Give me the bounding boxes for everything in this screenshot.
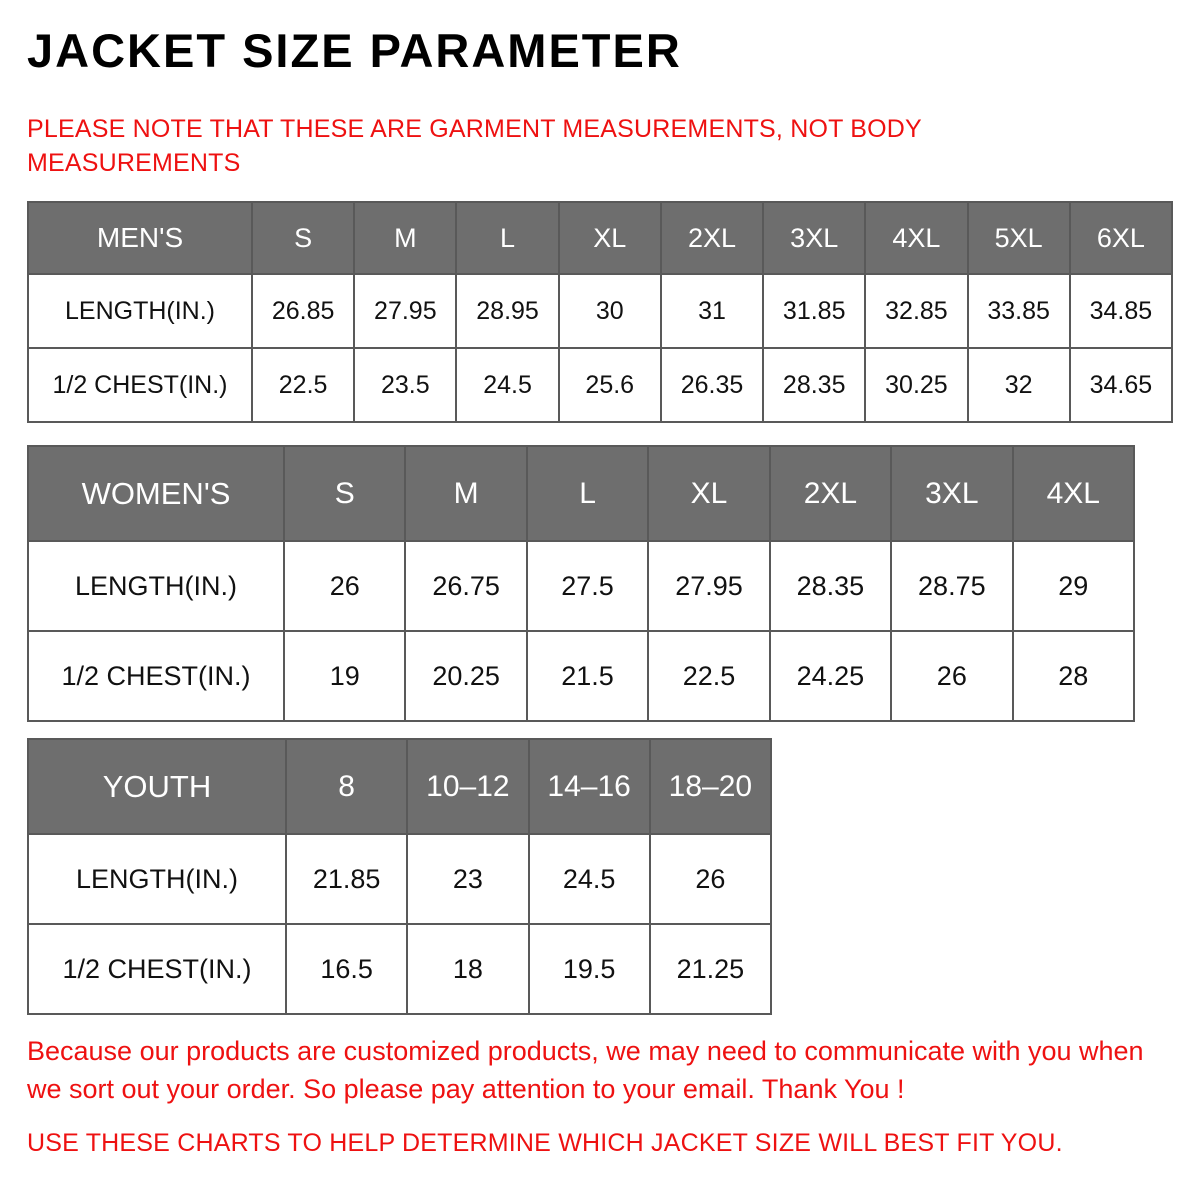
size-column-header: L	[455, 201, 560, 275]
size-column-header: 18–20	[648, 738, 773, 835]
size-column-header: 4XL	[1011, 445, 1136, 542]
measurement-cell: 27.5	[525, 540, 650, 632]
measurement-cell: 18	[406, 923, 530, 1015]
measurement-cell: 28.35	[768, 540, 893, 632]
youth-table-body: LENGTH(IN.) 21.85 23 24.5 26 1/2 CHEST(IN.) 16…	[27, 833, 773, 1015]
womens-table-body: LENGTH(IN.) 26 26.75 27.5 27.95 28.35 28.75 29 1…	[27, 540, 1136, 722]
measurement-cell: 26	[890, 630, 1014, 722]
table-header-row: MEN'S S M L XL 2XL 3XL 4XL 5XL 6XL	[27, 201, 1174, 275]
measurement-cell: 21.5	[525, 630, 650, 722]
measurement-cell: 23.5	[353, 347, 458, 423]
mens-table-head: MEN'S S M L XL 2XL 3XL 4XL 5XL 6XL	[27, 201, 1174, 275]
page-title: JACKET SIZE PARAMETER	[27, 24, 682, 77]
measurement-cell: 32.85	[864, 273, 969, 349]
size-column-header: 8	[284, 738, 409, 835]
measurement-cell: 24.5	[527, 833, 651, 925]
measurement-cell: 16.5	[284, 923, 409, 1015]
table-row: LENGTH(IN.) 21.85 23 24.5 26	[27, 833, 773, 925]
measurement-cell: 28	[1011, 630, 1136, 722]
table-row: 1/2 CHEST(IN.) 19 20.25 21.5 22.5 24.25 26 28	[27, 630, 1136, 722]
measurement-row-label: 1/2 CHEST(IN.)	[27, 347, 253, 423]
mens-size-table: MEN'S S M L XL 2XL 3XL 4XL 5XL 6XL LENGTH(IN.) 26.…	[27, 201, 1174, 423]
table-row: LENGTH(IN.) 26.85 27.95 28.95 30 31 31.85 32.85…	[27, 273, 1174, 349]
size-column-header: L	[525, 445, 650, 542]
measurement-cell: 22.5	[647, 630, 771, 722]
mens-table-body: LENGTH(IN.) 26.85 27.95 28.95 30 31 31.85 32.85…	[27, 273, 1174, 423]
measurement-cell: 26	[648, 833, 773, 925]
measurement-cell: 30.25	[864, 347, 969, 423]
measurement-cell: 32	[966, 347, 1071, 423]
measurement-cell: 27.95	[647, 540, 771, 632]
youth-table-title: YOUTH	[27, 738, 287, 835]
table-header-row: WOMEN'S S M L XL 2XL 3XL 4XL	[27, 445, 1136, 542]
footer-customization-note: Because our products are customized prod…	[27, 1036, 1144, 1105]
womens-table-head: WOMEN'S S M L XL 2XL 3XL 4XL	[27, 445, 1136, 542]
measurement-cell: 28.75	[890, 540, 1014, 632]
measurement-cell: 28.35	[762, 347, 867, 423]
table-row: 1/2 CHEST(IN.) 22.5 23.5 24.5 25.6 26.35 28.35…	[27, 347, 1174, 423]
measurement-cell: 20.25	[404, 630, 528, 722]
measurement-cell: 29	[1011, 540, 1136, 632]
measurement-cell: 22.5	[250, 347, 356, 423]
table-row: LENGTH(IN.) 26 26.75 27.5 27.95 28.35 28.75 29	[27, 540, 1136, 632]
size-column-header: 3XL	[762, 201, 867, 275]
measurement-cell: 31	[659, 273, 765, 349]
size-column-header: XL	[647, 445, 771, 542]
measurement-cell: 33.85	[966, 273, 1071, 349]
size-column-header: 5XL	[966, 201, 1071, 275]
measurement-cell: 26.85	[250, 273, 356, 349]
measurement-cell: 23	[406, 833, 530, 925]
measurement-cell: 34.65	[1068, 347, 1174, 423]
measurement-cell: 31.85	[762, 273, 867, 349]
measurement-cell: 19	[282, 630, 407, 722]
table-row: 1/2 CHEST(IN.) 16.5 18 19.5 21.25	[27, 923, 773, 1015]
size-column-header: S	[282, 445, 407, 542]
measurement-cell: 28.95	[455, 273, 560, 349]
womens-size-table: WOMEN'S S M L XL 2XL 3XL 4XL LENGTH(IN.) 26 26.75…	[27, 445, 1136, 722]
mens-table-title: MEN'S	[27, 201, 253, 275]
youth-size-table: YOUTH 8 10–12 14–16 18–20 LENGTH(IN.) 21.85 23…	[27, 738, 773, 1015]
size-column-header: 2XL	[768, 445, 893, 542]
youth-table-head: YOUTH 8 10–12 14–16 18–20	[27, 738, 773, 835]
size-column-header: 6XL	[1068, 201, 1174, 275]
measurement-cell: 25.6	[557, 347, 662, 423]
measurement-cell: 19.5	[527, 923, 651, 1015]
measurement-row-label: LENGTH(IN.)	[27, 273, 253, 349]
size-column-header: 2XL	[659, 201, 765, 275]
measurement-row-label: LENGTH(IN.)	[27, 540, 285, 632]
measurement-cell: 24.25	[768, 630, 893, 722]
measurement-cell: 27.95	[353, 273, 458, 349]
size-column-header: M	[404, 445, 528, 542]
size-column-header: S	[250, 201, 356, 275]
size-column-header: 14–16	[527, 738, 651, 835]
footer-usage-note: USE THESE CHARTS TO HELP DETERMINE WHICH…	[27, 1129, 1063, 1157]
measurement-cell: 26.35	[659, 347, 765, 423]
measurement-row-label: LENGTH(IN.)	[27, 833, 287, 925]
size-column-header: XL	[557, 201, 662, 275]
measurement-row-label: 1/2 CHEST(IN.)	[27, 630, 285, 722]
womens-table-title: WOMEN'S	[27, 445, 285, 542]
size-column-header: 3XL	[890, 445, 1014, 542]
garment-measurement-note: PLEASE NOTE THAT THESE ARE GARMENT MEASU…	[27, 115, 922, 177]
measurement-cell: 21.85	[284, 833, 409, 925]
measurement-cell: 26.75	[404, 540, 528, 632]
measurement-row-label: 1/2 CHEST(IN.)	[27, 923, 287, 1015]
measurement-cell: 21.25	[648, 923, 773, 1015]
table-header-row: YOUTH 8 10–12 14–16 18–20	[27, 738, 773, 835]
size-column-header: 10–12	[406, 738, 530, 835]
measurement-cell: 26	[282, 540, 407, 632]
measurement-cell: 24.5	[455, 347, 560, 423]
size-column-header: 4XL	[864, 201, 969, 275]
measurement-cell: 30	[557, 273, 662, 349]
measurement-cell: 34.85	[1068, 273, 1174, 349]
size-column-header: M	[353, 201, 458, 275]
